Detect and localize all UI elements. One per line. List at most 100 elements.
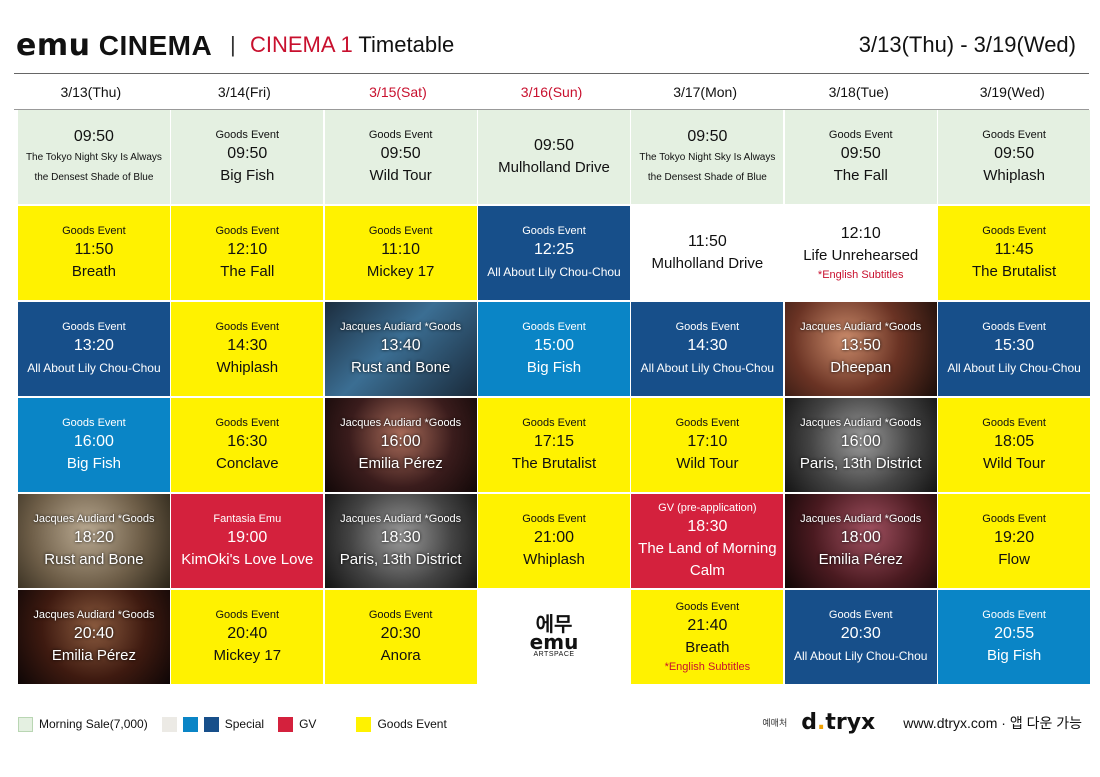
showtime: 18:30 (380, 528, 421, 546)
timetable-label: Timetable (352, 32, 455, 57)
screening-cell[interactable]: Goods Event 12:25 All About Lily Chou-Chou (478, 206, 630, 300)
showtime: 16:00 (380, 432, 421, 450)
movie-title: Wild Tour (676, 454, 739, 472)
screening-cell[interactable]: Goods Event 21:40 Breath *English Subtitles (631, 590, 784, 684)
event-tag: Jacques Audiard *Goods (800, 416, 922, 429)
event-tag: Jacques Audiard *Goods (800, 320, 922, 333)
event-tag: Goods Event (368, 128, 433, 141)
event-tag: Goods Event (675, 600, 740, 613)
showtime: 11:10 (381, 240, 421, 258)
movie-title: Life Unrehearsed (803, 246, 919, 264)
event-tag: Goods Event (982, 224, 1046, 237)
screening-cell[interactable]: Goods Event 09:50 Whiplash (938, 110, 1091, 204)
screening-cell[interactable]: 12:10 Life Unrehearsed *English Subtitles (784, 206, 937, 300)
screening-cell[interactable]: Goods Event 17:10 Wild Tour (631, 398, 784, 492)
dtryx-logo[interactable]: d.tryx (801, 710, 875, 735)
screening-cell[interactable]: Goods Event 20:40 Mickey 17 (171, 590, 324, 684)
subtitle-note: *English Subtitles (817, 268, 904, 281)
showtime: 18:20 (73, 528, 114, 546)
screening-cell[interactable]: Goods Event 17:15 The Brutalist (478, 398, 630, 492)
movie-title-line: The Tokyo Night Sky Is Always (639, 151, 776, 163)
screening-cell[interactable]: Fantasia Emu 19:00 KimOki's Love Love (171, 494, 324, 588)
screening-cell[interactable]: Goods Event 09:50 Big Fish (171, 110, 324, 204)
showtime: 15:00 (533, 336, 575, 354)
event-tag: Jacques Audiard *Goods (340, 512, 462, 525)
screening-cell[interactable]: GV (pre-application) 18:30 The Land of Mor… (631, 494, 784, 588)
showtime: 11:45 (994, 240, 1034, 258)
screening-cell[interactable]: Goods Event 14:30 All About Lily Chou-Chou (631, 302, 784, 396)
movie-title: Anora (380, 646, 421, 664)
screening-cell[interactable]: Goods Event 09:50 The Fall (784, 110, 937, 204)
movie-title: All About Lily Chou-Chou (487, 264, 621, 279)
screening-cell[interactable]: Jacques Audiard *Goods 18:30 Paris, 13th D… (324, 494, 477, 588)
event-tag: Goods Event (215, 416, 280, 429)
showtime: 11:50 (74, 240, 114, 258)
brand-cinema: CINEMA (90, 30, 213, 61)
showtime: 18:05 (994, 432, 1035, 450)
special-swatch-navy (203, 716, 219, 732)
screening-cell[interactable]: Goods Event 14:30 Whiplash (171, 302, 324, 396)
screening-cell[interactable]: Goods Event 09:50 Wild Tour (324, 110, 477, 204)
screening-cell[interactable]: Goods Event 11:10 Mickey 17 (324, 206, 477, 300)
screening-cell[interactable]: 09:50 Mulholland Drive (478, 110, 630, 204)
screening-cell[interactable]: Jacques Audiard *Goods 18:00 Emilia Pérez (784, 494, 937, 588)
day-header-4: 3/17(Mon) (673, 84, 737, 100)
legend-special: Special (161, 716, 264, 732)
screening-cell[interactable]: Jacques Audiard *Goods 16:00 Paris, 13th D… (784, 398, 937, 492)
event-tag: Goods Event (368, 224, 433, 237)
movie-title: The Fall (220, 262, 275, 280)
day-divider (14, 109, 1089, 110)
showtime: 16:30 (227, 432, 268, 450)
movie-title: Dheepan (830, 358, 892, 376)
day-header-3: 3/16(Sun) (520, 84, 583, 100)
header: emu CINEMA | CINEMA 1 Timetable 3/13(Thu… (16, 26, 1086, 66)
screening-cell[interactable]: Goods Event 18:05 Wild Tour (938, 398, 1091, 492)
event-tag: Goods Event (215, 320, 280, 333)
screening-cell[interactable]: Goods Event 15:30 All About Lily Chou-Chou (938, 302, 1091, 396)
screening-cell[interactable]: Goods Event 11:45 The Brutalist (938, 206, 1091, 300)
screening-cell[interactable]: Goods Event 20:55 Big Fish (938, 590, 1091, 684)
showtime: 16:00 (73, 432, 114, 450)
showtime: 20:55 (994, 624, 1035, 642)
screening-cell[interactable]: 09:50 The Tokyo Night Sky Is Always the De… (18, 110, 170, 204)
day-column-5: Goods Event 09:50 The Fall 12:10 Life Unrehe… (784, 110, 937, 686)
movie-title: The Fall (833, 166, 888, 184)
day-header-2: 3/15(Sat) (369, 84, 427, 100)
website-link[interactable]: www.dtryx.com · 앱 다운 가능 (903, 714, 1082, 731)
event-tag: Goods Event (522, 224, 586, 237)
ticket-label: 예매처 (762, 718, 788, 728)
movie-title: All About Lily Chou-Chou (640, 360, 775, 375)
screening-cell[interactable]: 11:50 Mulholland Drive (631, 206, 784, 300)
screening-cell[interactable]: Jacques Audiard *Goods 13:50 Dheepan (784, 302, 937, 396)
screening-cell[interactable]: Jacques Audiard *Goods 16:00 Emilia Pérez (324, 398, 477, 492)
screening-cell[interactable]: Goods Event 13:20 All About Lily Chou-Chou (18, 302, 170, 396)
movie-title: Breath (685, 638, 730, 656)
showtime: 21:40 (687, 616, 728, 634)
movie-title: The Brutalist (971, 262, 1057, 280)
screening-cell[interactable]: 에무 emu ARTSPACE (478, 590, 630, 684)
screening-cell[interactable]: Jacques Audiard *Goods 18:20 Rust and Bone (18, 494, 170, 588)
screening-cell[interactable]: Goods Event 20:30 Anora (324, 590, 477, 684)
screening-cell[interactable]: Goods Event 19:20 Flow (938, 494, 1091, 588)
screening-cell[interactable]: Goods Event 12:10 The Fall (171, 206, 324, 300)
showtime: 09:50 (73, 127, 114, 145)
showtime: 09:50 (533, 136, 575, 154)
dtryx-dot: . (816, 710, 826, 735)
screening-cell[interactable]: 09:50 The Tokyo Night Sky Is Always the De… (631, 110, 784, 204)
screening-cell[interactable]: Jacques Audiard *Goods 13:40 Rust and Bone (324, 302, 477, 396)
screening-cell[interactable]: Goods Event 21:00 Whiplash (478, 494, 630, 588)
screening-cell[interactable]: Jacques Audiard *Goods 20:40 Emilia Pérez (18, 590, 170, 684)
showtime: 13:50 (840, 336, 881, 354)
screening-cell[interactable]: Goods Event 11:50 Breath (18, 206, 170, 300)
movie-title: Wild Tour (369, 166, 432, 184)
goods-swatch (356, 716, 372, 732)
movie-title: All About Lily Chou-Chou (947, 360, 1081, 375)
screening-cell[interactable]: Goods Event 16:00 Big Fish (18, 398, 170, 492)
screening-cell[interactable]: Goods Event 15:00 Big Fish (478, 302, 630, 396)
screening-cell[interactable]: Goods Event 16:30 Conclave (171, 398, 324, 492)
event-tag: GV (pre-application) (658, 501, 757, 514)
showtime: 14:30 (687, 336, 728, 354)
day-column-6: Goods Event 09:50 Whiplash Goods Event 11:45… (938, 110, 1091, 686)
screening-cell[interactable]: Goods Event 20:30 All About Lily Chou-Chou (784, 590, 937, 684)
event-tag: Jacques Audiard *Goods (33, 512, 155, 525)
